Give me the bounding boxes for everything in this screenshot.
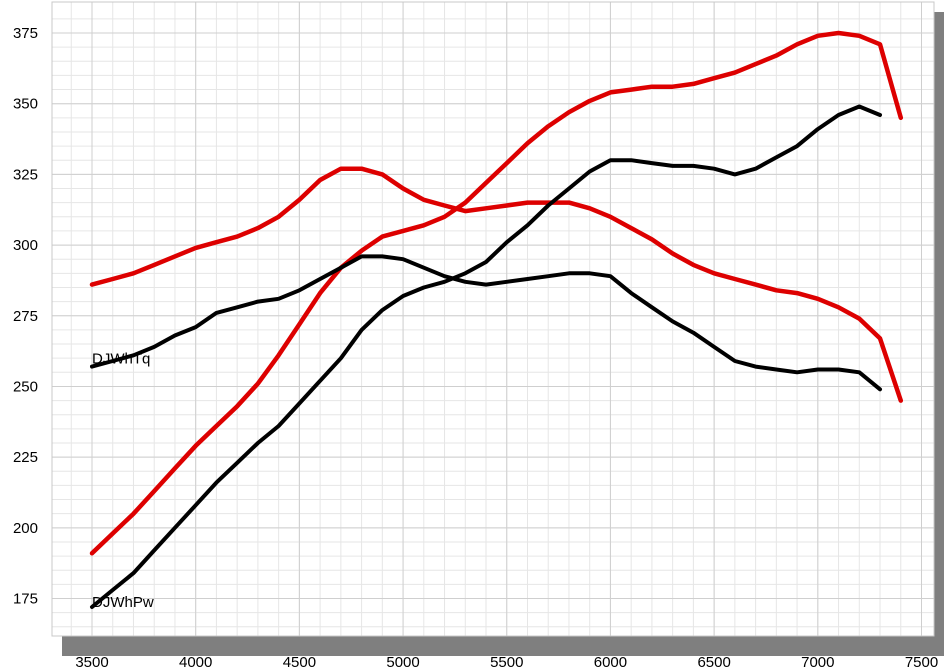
y-axis-ticks: 175 200 225 250 275 300 325 350 375: [13, 25, 38, 608]
y-tick-label: 200: [13, 520, 38, 537]
x-tick-label: 7500: [905, 654, 938, 671]
minor-grid: [52, 2, 934, 636]
series-line-1: [89, 166, 904, 403]
series-line-2: [89, 30, 904, 556]
x-tick-label: 4500: [283, 654, 316, 671]
series-lines: [89, 30, 904, 609]
x-tick-label: 3500: [75, 654, 108, 671]
y-tick-label: 300: [13, 237, 38, 254]
y-tick-label: 250: [13, 378, 38, 395]
series-line-3: [90, 254, 882, 392]
y-tick-label: 350: [13, 96, 38, 113]
x-tick-label: 4000: [179, 654, 212, 671]
series-annotation: DJWhPw: [92, 594, 154, 611]
plot-border: [51, 1, 935, 637]
x-tick-label: 7000: [801, 654, 834, 671]
x-tick-label: 5500: [490, 654, 523, 671]
x-axis-ticks: 3500 4000 4500 5000 5500 6000 6500 7000 7500: [75, 654, 938, 671]
y-tick-label: 375: [13, 25, 38, 42]
y-tick-label: 275: [13, 308, 38, 325]
y-tick-label: 225: [13, 449, 38, 466]
series-annotation: DJWhTq: [92, 351, 150, 368]
plot-area: [52, 2, 934, 636]
x-tick-label: 6000: [594, 654, 627, 671]
x-tick-label: 6500: [697, 654, 730, 671]
x-tick-label: 5000: [386, 654, 419, 671]
y-tick-label: 325: [13, 166, 38, 183]
y-tick-label: 175: [13, 591, 38, 608]
series-line-4: [90, 104, 882, 609]
series-annotations: DJWhTq DJWhPw: [92, 351, 154, 611]
